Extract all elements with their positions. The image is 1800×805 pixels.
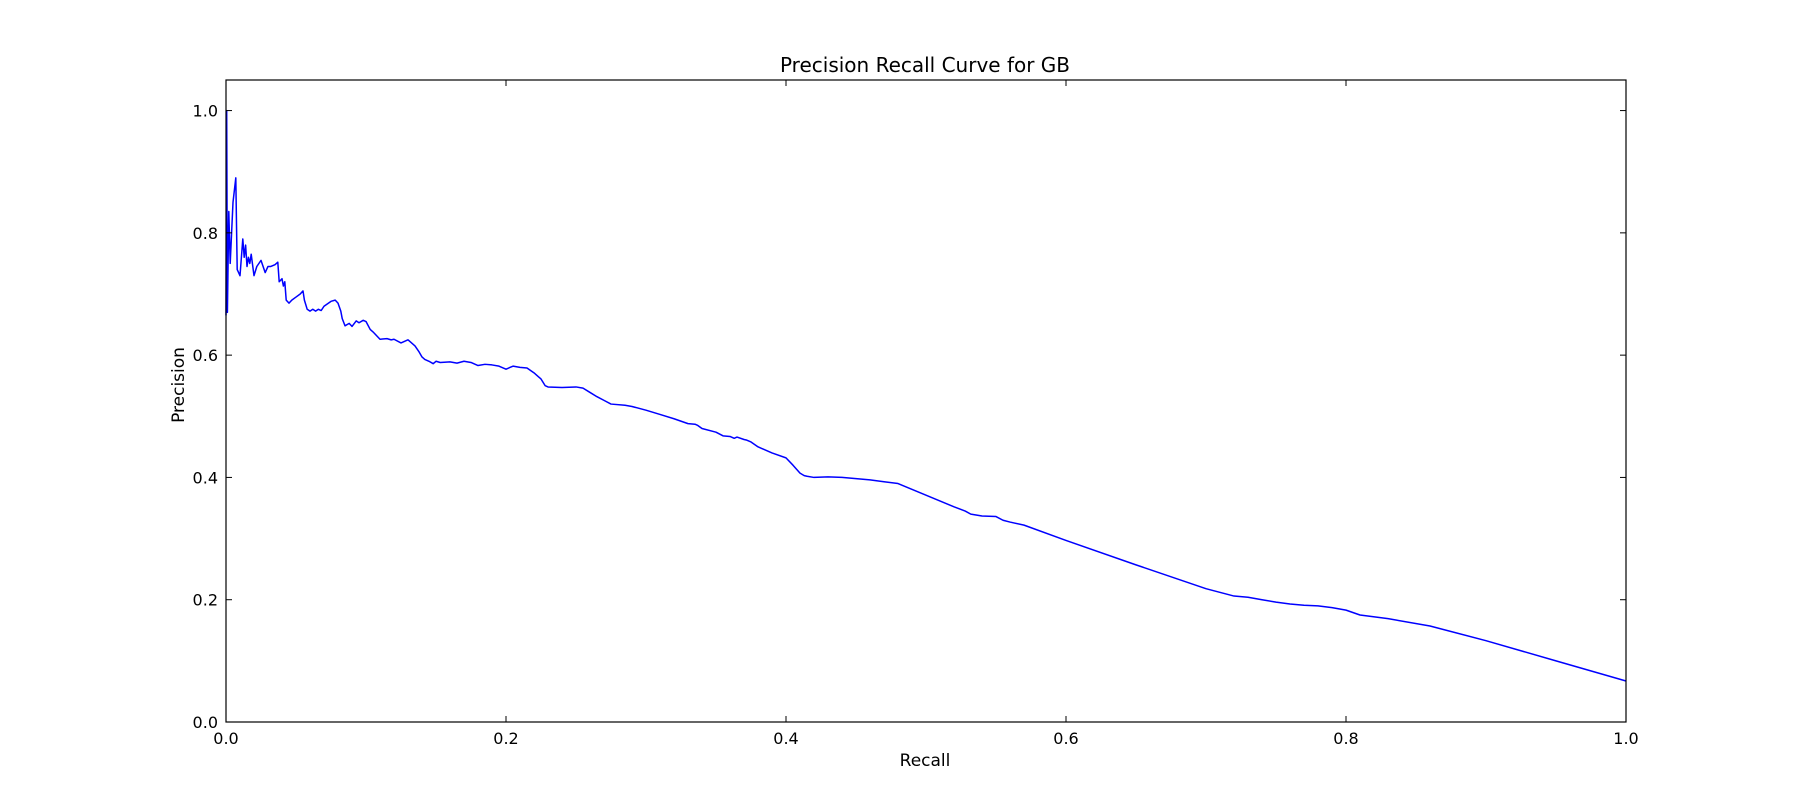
y-tick-label: 0.8 — [193, 224, 218, 243]
y-tick-label: 1.0 — [193, 102, 218, 121]
chart-title: Precision Recall Curve for GB — [780, 53, 1070, 77]
x-tick-label: 0.0 — [213, 729, 238, 748]
y-tick-label: 0.4 — [193, 468, 218, 487]
y-tick-label: 0.6 — [193, 346, 218, 365]
plot-frame — [225, 79, 1627, 723]
series-line — [225, 109, 1627, 682]
x-tick-label: 0.8 — [1333, 729, 1358, 748]
plot-area — [225, 79, 1627, 723]
x-tick-label: 0.2 — [493, 729, 518, 748]
x-axis-label: Recall — [900, 751, 951, 771]
x-tick-label: 0.6 — [1053, 729, 1078, 748]
y-tick-label: 0.0 — [193, 713, 218, 732]
x-tick-label: 1.0 — [1613, 729, 1638, 748]
x-tick-label: 0.4 — [773, 729, 798, 748]
y-tick-label: 0.2 — [193, 591, 218, 610]
y-axis-label: Precision — [169, 347, 189, 423]
y-axis: 0.0 0.2 0.4 0.6 0.8 1.0 — [193, 102, 1626, 732]
x-axis: 0.0 0.2 0.4 0.6 0.8 1.0 — [213, 80, 1639, 748]
